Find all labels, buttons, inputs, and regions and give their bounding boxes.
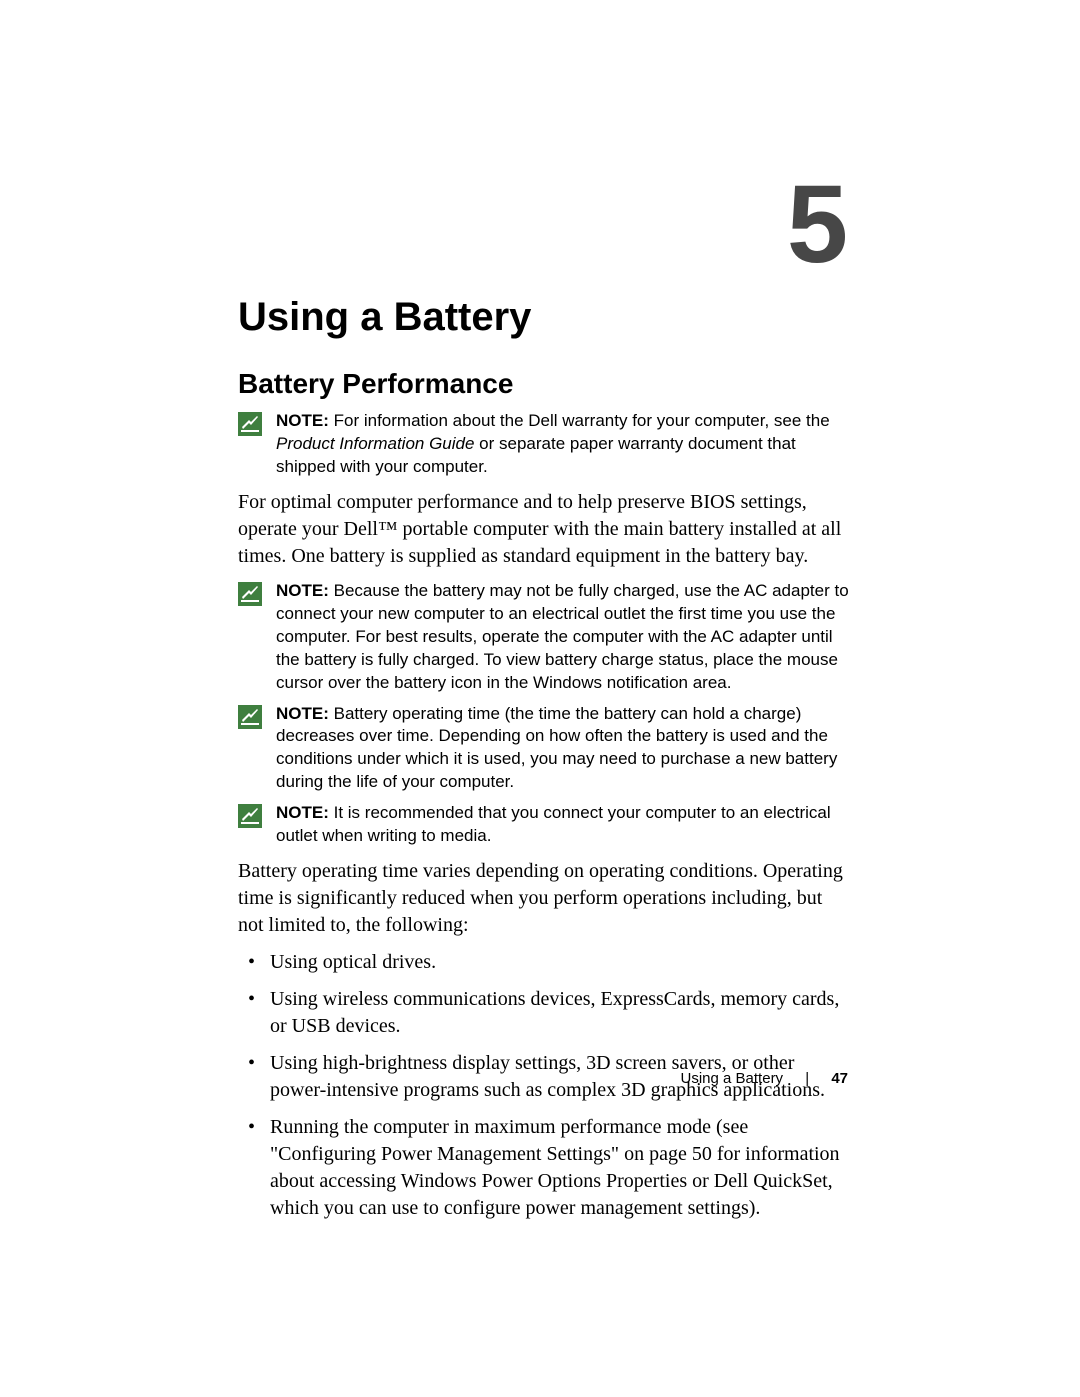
footer-divider: | [805, 1070, 809, 1087]
section-title: Battery Performance [238, 368, 850, 400]
note-body-pre: For information about the Dell warranty … [329, 411, 830, 430]
note-icon [238, 705, 262, 729]
note-label: NOTE: [276, 581, 329, 600]
note-label: NOTE: [276, 803, 329, 822]
note-body: Because the battery may not be fully cha… [276, 581, 849, 692]
list-item: Using wireless communications devices, E… [266, 986, 850, 1040]
chapter-title: Using a Battery [238, 295, 850, 340]
note-block: NOTE: For information about the Dell war… [238, 410, 850, 479]
note-icon [238, 582, 262, 606]
page-footer: Using a Battery | 47 [681, 1070, 848, 1087]
document-page: 5 Using a Battery Battery Performance NO… [0, 0, 1080, 1397]
chapter-number: 5 [787, 170, 848, 280]
note-label: NOTE: [276, 411, 329, 430]
body-paragraph: For optimal computer performance and to … [238, 489, 850, 570]
note-text: NOTE: Battery operating time (the time t… [276, 703, 850, 795]
footer-page-number: 47 [831, 1070, 848, 1087]
note-label: NOTE: [276, 704, 329, 723]
note-block: NOTE: Battery operating time (the time t… [238, 703, 850, 795]
note-icon [238, 804, 262, 828]
note-body-italic: Product Information Guide [276, 434, 474, 453]
note-body: It is recommended that you connect your … [276, 803, 831, 845]
footer-section-label: Using a Battery [681, 1070, 784, 1087]
list-item: Running the computer in maximum performa… [266, 1114, 850, 1222]
note-text: NOTE: It is recommended that you connect… [276, 802, 850, 848]
list-item: Using optical drives. [266, 949, 850, 976]
note-text: NOTE: Because the battery may not be ful… [276, 580, 850, 695]
body-paragraph: Battery operating time varies depending … [238, 858, 850, 939]
note-icon [238, 412, 262, 436]
note-block: NOTE: Because the battery may not be ful… [238, 580, 850, 695]
note-text: NOTE: For information about the Dell war… [276, 410, 850, 479]
note-block: NOTE: It is recommended that you connect… [238, 802, 850, 848]
note-body: Battery operating time (the time the bat… [276, 704, 837, 792]
